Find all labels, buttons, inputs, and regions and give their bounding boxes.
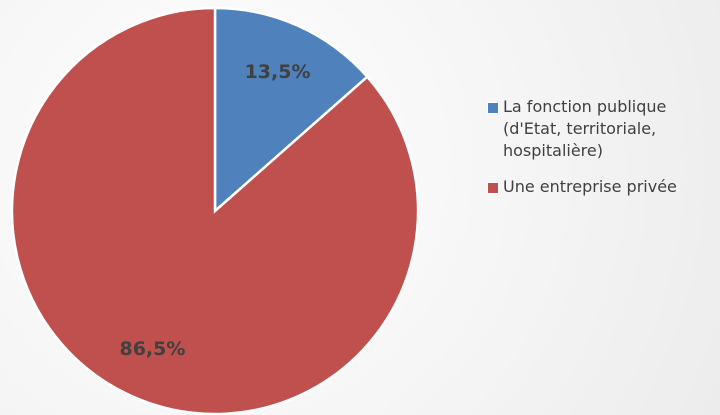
legend-swatch: [487, 182, 499, 194]
pie-slice: [10, 6, 420, 415]
pie-slice: [213, 6, 370, 214]
legend-item: La fonction publique (d'Etat, territoria…: [487, 96, 717, 162]
legend-swatch: [487, 102, 499, 114]
chart: 13,5% 86,5%: [10, 6, 420, 415]
legend: La fonction publique (d'Etat, territoria…: [487, 96, 717, 212]
legend-label: Une entreprise privée: [503, 177, 677, 196]
data-label: 13,5%: [245, 61, 311, 83]
legend-item: Une entreprise privée: [487, 176, 717, 198]
legend-label: La fonction publique (d'Etat, territoria…: [503, 97, 667, 160]
data-label: 86,5%: [119, 338, 185, 360]
